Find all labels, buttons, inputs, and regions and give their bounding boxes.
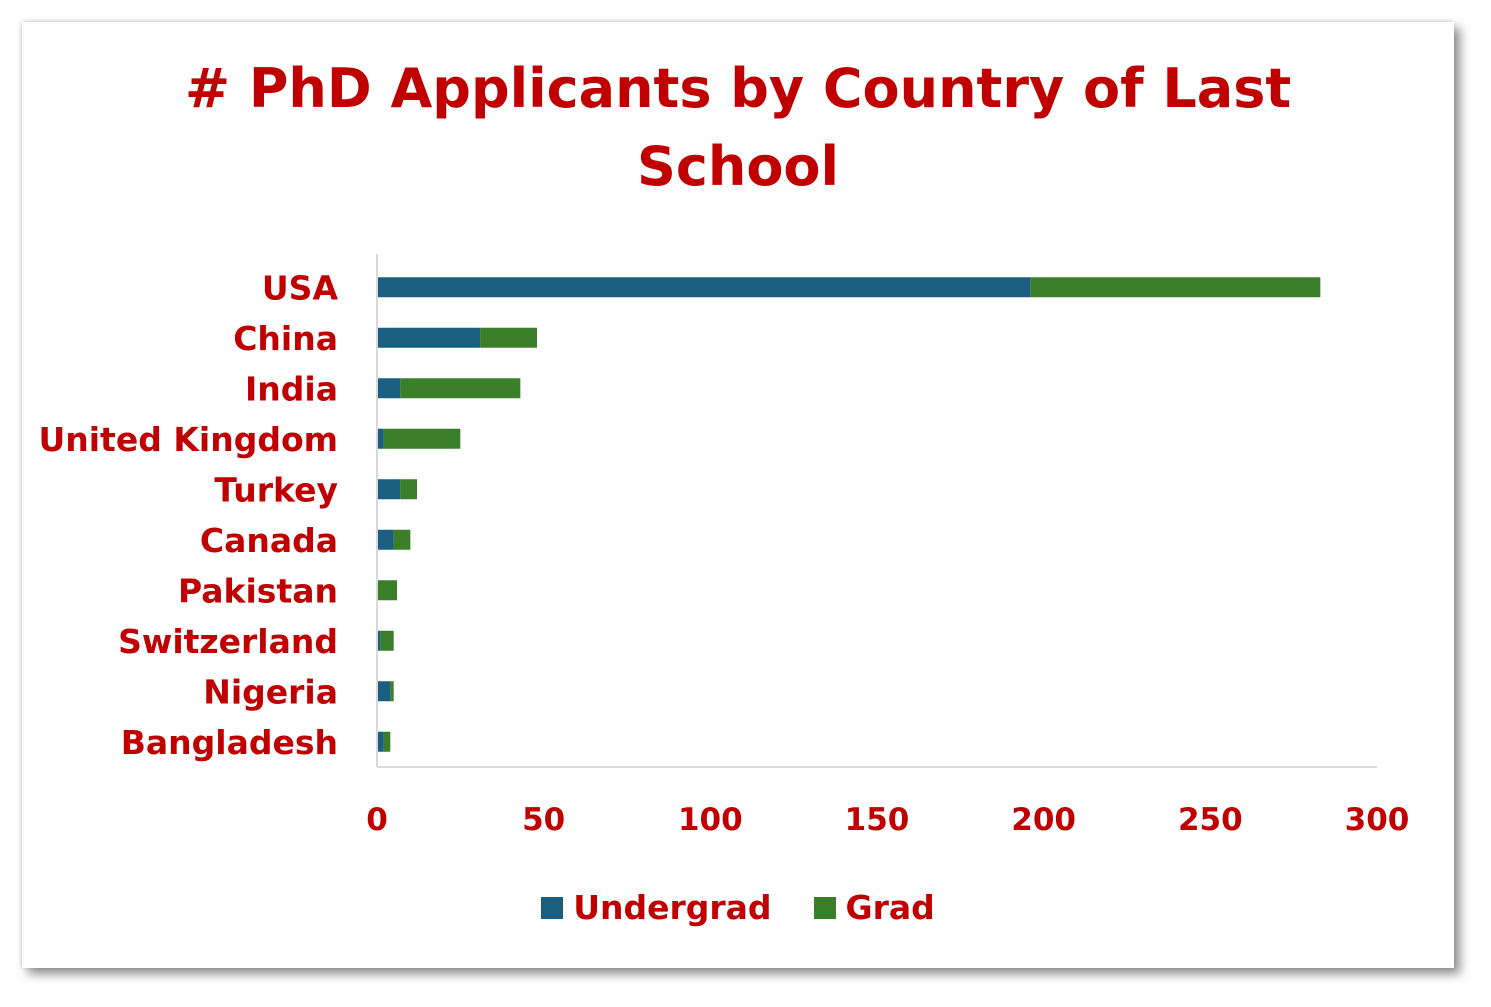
- category-label-canada: Canada: [200, 521, 338, 560]
- category-label-pakistan: Pakistan: [178, 571, 338, 610]
- x-tick-label-50: 50: [522, 802, 565, 838]
- chart-card: # PhD Applicants by Country of Last Scho…: [22, 22, 1454, 968]
- bar-turkey-grad: [400, 479, 417, 500]
- bar-china-grad: [480, 327, 537, 348]
- category-labels: USA China India United Kingdom Turkey Canada P…: [38, 268, 338, 762]
- category-label-india: India: [245, 369, 338, 408]
- bar-india-grad: [400, 378, 521, 399]
- legend-item-undergrad: Undergrad: [541, 888, 772, 927]
- x-tick-labels: 0 50 100 150 200 250 300: [366, 802, 1409, 838]
- legend-swatch-grad: [813, 896, 836, 919]
- category-label-united-kingdom: United Kingdom: [38, 420, 338, 459]
- bar-bangladesh-undergrad: [377, 731, 384, 752]
- bar-chart: USA China India United Kingdom Turkey Canada P…: [38, 254, 1409, 838]
- chart-title-line-1: # PhD Applicants by Country of Last: [184, 57, 1292, 120]
- legend: Undergrad Grad: [22, 888, 1454, 927]
- bar-pakistan-grad: [377, 580, 397, 601]
- bar-switzerland-grad: [380, 630, 394, 651]
- bar-usa-undergrad: [377, 277, 1031, 298]
- legend-swatch-undergrad: [541, 896, 564, 919]
- axes-group: [376, 254, 1377, 768]
- bar-nigeria-undergrad: [377, 681, 391, 702]
- legend-label-undergrad: Undergrad: [573, 888, 772, 927]
- bar-bangladesh-grad: [383, 731, 391, 752]
- x-tick-label-0: 0: [366, 802, 388, 838]
- category-label-bangladesh: Bangladesh: [121, 723, 338, 762]
- x-tick-label-300: 300: [1345, 802, 1410, 838]
- legend-item-grad: Grad: [813, 888, 935, 927]
- category-label-china: China: [233, 319, 338, 358]
- bar-canada-undergrad: [377, 529, 394, 550]
- bar-united-kingdom-grad: [383, 428, 461, 449]
- chart-title-line-2: School: [636, 135, 840, 198]
- x-tick-label-150: 150: [845, 802, 910, 838]
- bar-usa-grad: [1030, 277, 1321, 298]
- category-label-nigeria: Nigeria: [203, 672, 338, 711]
- category-label-turkey: Turkey: [214, 470, 338, 509]
- bar-canada-grad: [393, 529, 411, 550]
- bar-switzerland-undergrad: [377, 630, 381, 651]
- bar-india-undergrad: [377, 378, 401, 399]
- bar-china-undergrad: [377, 327, 481, 348]
- chart-title: # PhD Applicants by Country of Last Scho…: [22, 50, 1454, 206]
- category-label-usa: USA: [262, 268, 339, 307]
- legend-label-grad: Grad: [845, 888, 935, 927]
- bars-group: [377, 277, 1321, 752]
- x-tick-label-200: 200: [1011, 802, 1076, 838]
- bar-united-kingdom-undergrad: [377, 428, 384, 449]
- x-tick-label-250: 250: [1178, 802, 1243, 838]
- x-tick-label-100: 100: [678, 802, 743, 838]
- bar-nigeria-grad: [390, 681, 394, 702]
- bar-turkey-undergrad: [377, 479, 401, 500]
- category-label-switzerland: Switzerland: [118, 622, 338, 661]
